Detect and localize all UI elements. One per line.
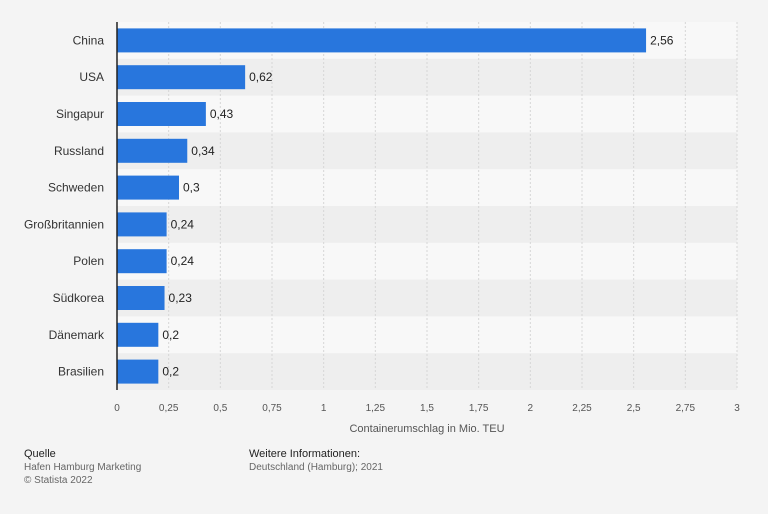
- value-label: 0,23: [169, 291, 193, 305]
- bar: [117, 249, 167, 274]
- value-label: 0,24: [171, 217, 195, 231]
- row-stripe: [117, 206, 737, 243]
- x-axis-title: Containerumschlag in Mio. TEU: [349, 423, 504, 435]
- x-tick-label: 1,75: [469, 403, 489, 414]
- bar: [117, 138, 188, 163]
- value-label: 0,43: [210, 107, 234, 121]
- bar: [117, 65, 246, 90]
- bar: [117, 286, 165, 310]
- x-tick-label: 2: [528, 403, 534, 414]
- category-label: China: [73, 33, 105, 47]
- category-label: Dänemark: [49, 328, 105, 342]
- bar: [117, 28, 647, 53]
- bar: [117, 322, 159, 347]
- x-tick-label: 0,5: [213, 403, 227, 414]
- category-label: Singapur: [56, 107, 104, 121]
- source-line-2: © Statista 2022: [24, 475, 93, 486]
- info-heading: Weitere Informationen:: [249, 448, 361, 460]
- value-label: 0,2: [162, 328, 179, 342]
- value-label: 0,62: [249, 70, 273, 84]
- value-label: 0,24: [171, 254, 195, 268]
- x-tick-label: 3: [734, 403, 740, 414]
- value-label: 2,56: [650, 33, 674, 47]
- source-block: Quelle Hafen Hamburg Marketing © Statist…: [24, 448, 141, 487]
- category-label: USA: [79, 70, 104, 84]
- value-label: 0,34: [191, 144, 215, 158]
- chart-area: China 2,56 USA 0,62 Singapur 0,43 Russland 0,34…: [24, 22, 740, 435]
- value-label: 0,2: [162, 365, 179, 379]
- bar: [117, 359, 159, 384]
- bar: [117, 175, 179, 200]
- category-label: Polen: [73, 254, 104, 268]
- info-block: Weitere Informationen: Deutschland (Hamb…: [249, 448, 383, 474]
- x-tick-label: 2,25: [572, 403, 592, 414]
- bar-chart: China 2,56 USA 0,62 Singapur 0,43 Russland 0,34…: [24, 22, 740, 435]
- source-heading: Quelle: [24, 448, 56, 460]
- x-tick-label: 1,5: [420, 403, 434, 414]
- x-tick-label: 1,25: [366, 403, 386, 414]
- x-tick-label: 2,75: [676, 403, 696, 414]
- category-label: Schweden: [48, 181, 104, 195]
- category-label: Großbritannien: [24, 217, 104, 231]
- x-tick-label: 2,5: [627, 403, 641, 414]
- x-tick-label: 0,25: [159, 403, 179, 414]
- x-tick-label: 0,75: [262, 403, 282, 414]
- x-tick-label: 1: [321, 403, 327, 414]
- category-label: Südkorea: [53, 291, 105, 305]
- category-label: Russland: [54, 144, 104, 158]
- bar: [117, 102, 206, 126]
- value-label: 0,3: [183, 181, 200, 195]
- info-line-1: Deutschland (Hamburg); 2021: [249, 462, 383, 473]
- source-line-1: Hafen Hamburg Marketing: [24, 462, 142, 473]
- category-label: Brasilien: [58, 365, 104, 379]
- x-tick-label: 0: [114, 403, 120, 414]
- bar: [117, 212, 167, 237]
